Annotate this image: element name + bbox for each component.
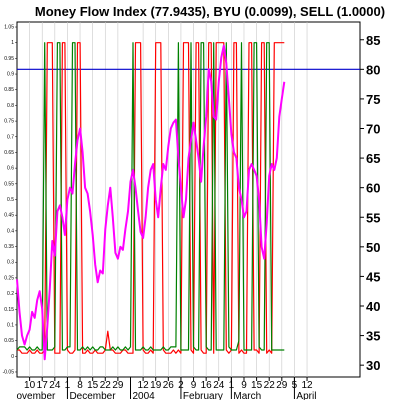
right-axis-tick-label: 70 bbox=[366, 122, 380, 137]
left-axis-tick-label: 0 bbox=[11, 354, 14, 360]
x-axis-tick-label: 22 bbox=[264, 380, 276, 391]
month-label: March bbox=[233, 391, 261, 400]
x-axis-tick-label: 9 bbox=[241, 380, 247, 391]
left-axis-tick-label: 1.05 bbox=[4, 25, 14, 31]
left-axis-tick-label: 0.05 bbox=[4, 338, 14, 344]
right-axis-tick-label: 45 bbox=[366, 269, 380, 284]
left-axis-tick-label: 0.5 bbox=[7, 197, 14, 203]
left-axis-tick-label: 1 bbox=[11, 40, 14, 46]
left-axis-tick-label: -0.05 bbox=[3, 369, 15, 375]
right-axis-tick-label: 50 bbox=[366, 240, 380, 255]
left-axis-tick-label: 0.7 bbox=[7, 134, 14, 140]
month-label: December bbox=[69, 391, 116, 400]
x-axis-tick-label: 19 bbox=[150, 380, 162, 391]
x-axis-tick-label: 24 bbox=[213, 380, 225, 391]
x-axis-tick-label: 8 bbox=[77, 380, 83, 391]
left-axis-tick-label: 0.55 bbox=[4, 181, 14, 187]
left-axis-tick-label: 0.65 bbox=[4, 150, 14, 156]
x-axis-tick-label: 15 bbox=[87, 380, 99, 391]
right-axis-tick-label: 65 bbox=[366, 151, 380, 166]
left-axis-tick-label: 0.6 bbox=[7, 166, 14, 172]
right-axis-tick-label: 85 bbox=[366, 33, 380, 48]
left-axis-tick-label: 0.75 bbox=[4, 119, 14, 125]
x-axis-tick-label: 17 bbox=[37, 380, 49, 391]
x-axis-tick-label: 24 bbox=[49, 380, 61, 391]
x-axis-tick-label: 29 bbox=[276, 380, 288, 391]
right-axis-tick-label: 80 bbox=[366, 62, 380, 77]
left-axis-tick-label: 0.15 bbox=[4, 307, 14, 313]
month-label: April bbox=[296, 391, 316, 400]
left-axis-tick-label: 0.4 bbox=[7, 228, 14, 234]
right-axis-tick-label: 40 bbox=[366, 299, 380, 314]
left-axis-tick-label: 0.9 bbox=[7, 72, 14, 78]
series-line-sell bbox=[17, 42, 285, 354]
right-axis-tick-label: 60 bbox=[366, 181, 380, 196]
left-axis-tick-label: 0.3 bbox=[7, 260, 14, 266]
right-axis-tick-label: 35 bbox=[366, 329, 380, 344]
left-axis-tick-label: 0.8 bbox=[7, 103, 14, 109]
x-axis-tick-label: 15 bbox=[251, 380, 263, 391]
x-axis-tick-label: 16 bbox=[201, 380, 213, 391]
x-axis-tick-label: 10 bbox=[24, 380, 36, 391]
series-line-mfi bbox=[16, 44, 286, 361]
x-axis-tick-label: 22 bbox=[100, 380, 112, 391]
left-axis-tick-label: 0.95 bbox=[4, 56, 14, 62]
month-label: 2004 bbox=[132, 391, 155, 400]
left-axis-tick-label: 0.35 bbox=[4, 244, 14, 250]
x-axis-tick-label: 12 bbox=[301, 380, 313, 391]
chart-title: Money Flow Index (77.9435), BYU (0.0099)… bbox=[35, 4, 385, 19]
right-axis-tick-label: 55 bbox=[366, 210, 380, 225]
left-axis-tick-label: 0.25 bbox=[4, 275, 14, 281]
left-axis-tick-label: 0.2 bbox=[7, 291, 14, 297]
left-axis-tick-label: 0.85 bbox=[4, 87, 14, 93]
series-line-buy bbox=[16, 42, 285, 351]
right-axis-tick-label: 30 bbox=[366, 358, 380, 373]
month-label: February bbox=[183, 391, 223, 400]
x-axis-tick-label: 12 bbox=[138, 380, 150, 391]
x-axis-tick-label: 29 bbox=[112, 380, 124, 391]
left-axis-tick-label: 0.45 bbox=[4, 213, 14, 219]
month-label: ovember bbox=[16, 391, 56, 400]
x-axis-tick-label: 9 bbox=[191, 380, 197, 391]
right-axis-tick-label: 75 bbox=[366, 92, 380, 107]
x-axis-tick-label: 26 bbox=[163, 380, 175, 391]
left-axis-tick-label: 0.1 bbox=[7, 322, 14, 328]
